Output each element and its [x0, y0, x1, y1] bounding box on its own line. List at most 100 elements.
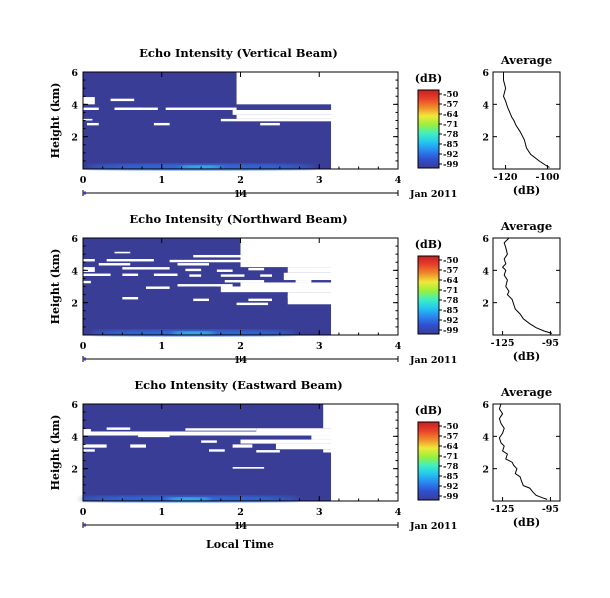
- date-axis-marker: [83, 357, 86, 361]
- heatmap-field: [83, 404, 332, 501]
- y-tick-label: 6: [71, 400, 78, 411]
- colorbar-tick-label: -71: [443, 452, 458, 462]
- heatmap-gap: [260, 122, 280, 126]
- profile-y-tick-label: 6: [482, 400, 489, 411]
- heatmap-gap: [83, 280, 91, 284]
- heatmap-gap: [189, 274, 202, 277]
- profile-x-label: (dB): [513, 516, 540, 529]
- colorbar-tick-label: -85: [443, 306, 458, 316]
- x-tick-label: 4: [395, 507, 402, 518]
- heatmap-gap: [153, 122, 170, 126]
- profile-y-tick-label: 6: [482, 68, 489, 79]
- heatmap-gap: [83, 97, 95, 105]
- heatmap-gap: [283, 272, 398, 281]
- heatmap-gap: [185, 268, 202, 272]
- heatmap-gap: [83, 449, 95, 452]
- colorbar-tick-label: -57: [443, 432, 458, 442]
- day-label: 14: [234, 355, 248, 366]
- heatmap-gap: [248, 267, 265, 271]
- heatmap-gap: [240, 439, 398, 444]
- profile-x-tick-label: -120: [494, 172, 518, 183]
- heatmap-gap: [130, 444, 146, 448]
- profile-y-tick-label: 2: [482, 133, 489, 144]
- heatmap-gap: [83, 429, 91, 432]
- heatmap-gap: [86, 122, 99, 126]
- profile-frame: [492, 237, 561, 336]
- colorbar-tick-label: -99: [443, 326, 458, 336]
- x-tick-label: 3: [316, 507, 323, 518]
- colorbar-unit: (dB): [415, 404, 442, 417]
- colorbar-tick-label: -99: [443, 160, 458, 170]
- profile-y-tick-label: 2: [482, 465, 489, 476]
- heatmap-gap: [83, 444, 107, 448]
- profile-frame: [492, 403, 561, 502]
- heatmap-gap: [98, 263, 131, 266]
- day-label: 14: [234, 521, 248, 532]
- colorbar-tick-label: -85: [443, 472, 458, 482]
- heatmap-gap: [110, 98, 135, 102]
- colorbar-tick-label: -92: [443, 316, 458, 326]
- heatmap-gap: [177, 284, 233, 287]
- colorbar-tick-label: -78: [443, 462, 458, 472]
- date-axis-marker: [83, 523, 86, 527]
- profile-line: [502, 72, 550, 168]
- heatmap-gap: [248, 298, 272, 302]
- colorbar-tick-label: -50: [443, 90, 458, 100]
- heatmap-gap: [236, 72, 398, 105]
- heatmap-gap: [220, 118, 398, 122]
- heatmap-gap: [256, 450, 280, 453]
- heatmap-gap: [122, 297, 139, 300]
- x-tick-label: 2: [237, 341, 244, 352]
- y-axis-label: Height (km): [49, 249, 62, 325]
- colorbar-tick-label: -71: [443, 286, 458, 296]
- heatmap-gap: [224, 280, 265, 283]
- heatmap-gap: [185, 428, 257, 431]
- y-tick-label: 6: [71, 234, 78, 245]
- heatmap-gap: [260, 274, 272, 277]
- heatmap-gap: [232, 109, 398, 115]
- colorbar: [417, 421, 440, 501]
- heatmap-gap: [114, 107, 143, 110]
- y-tick-label: 2: [71, 133, 78, 144]
- panel-0: Echo Intensity (Vertical Beam) 0 1 2 3 4 2 4 6 He…: [49, 46, 561, 200]
- colorbar-unit: (dB): [415, 72, 442, 85]
- heatmap-gap: [287, 267, 398, 273]
- heatmap-gap: [122, 273, 139, 276]
- profile-y-tick-label: 6: [482, 234, 489, 245]
- y-axis-label: Height (km): [49, 83, 62, 159]
- heatmap-gap: [331, 121, 398, 169]
- heatmap-gap: [83, 107, 99, 110]
- shared-x-label: Local Time: [206, 538, 274, 551]
- heatmap-gap: [83, 267, 95, 272]
- heatmap-gap: [311, 435, 398, 440]
- heatmap-gap: [106, 427, 131, 430]
- x-tick-label: 4: [395, 341, 402, 352]
- colorbar-tick-label: -99: [443, 492, 458, 502]
- panel-2: Echo Intensity (Eastward Beam) 0 1 2 3 4 2 4 6 He…: [49, 378, 561, 532]
- colorbar-tick-label: -64: [443, 276, 458, 286]
- day-label: 14: [234, 189, 248, 200]
- heatmap-gap: [209, 449, 225, 452]
- heatmap-gap: [295, 280, 312, 283]
- profile-x-label: (dB): [513, 350, 540, 363]
- panel-title: Echo Intensity (Vertical Beam): [139, 46, 338, 60]
- date-label: Jan 2011: [409, 355, 457, 366]
- heatmap-gap: [331, 452, 398, 501]
- panel-title: Echo Intensity (Northward Beam): [129, 212, 347, 226]
- heatmap-gap: [165, 107, 237, 110]
- colorbar: [417, 255, 440, 335]
- heatmap-gap: [106, 259, 154, 262]
- heatmap-gap: [114, 251, 131, 254]
- y-tick-label: 4: [71, 100, 78, 111]
- heatmap-gap: [83, 273, 111, 276]
- heatmap-gap: [323, 404, 398, 429]
- heatmap-gap: [275, 443, 398, 450]
- heatmap-gap: [236, 114, 398, 119]
- heatmap-gap: [256, 428, 398, 432]
- x-tick-label: 0: [80, 175, 87, 186]
- heatmap-gap: [232, 467, 265, 469]
- x-tick-label: 2: [237, 507, 244, 518]
- heatmap-gap: [236, 302, 269, 306]
- colorbar-tick-label: -71: [443, 120, 458, 130]
- colorbar-tick-label: -92: [443, 482, 458, 492]
